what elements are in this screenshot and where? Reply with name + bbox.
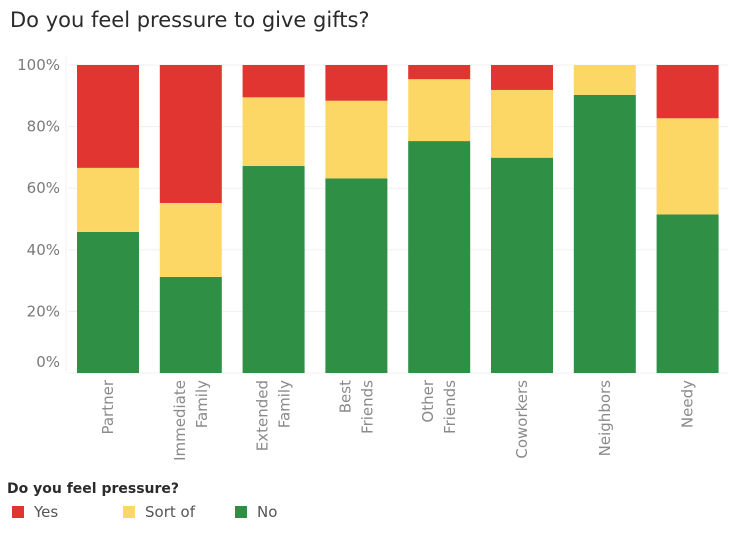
bars — [77, 65, 719, 373]
bar-segment-sort-of — [491, 89, 553, 158]
x-axis: Partner Immediate Family Extended Family Best… — [99, 379, 697, 461]
bar-segment-yes — [491, 65, 553, 90]
y-axis: 0% 20% 40% 60% 80% 100% — [17, 55, 67, 373]
x-tick-label: Neighbors — [596, 380, 614, 457]
x-tick-label: Needy — [679, 380, 697, 428]
y-tick-label: 40% — [27, 241, 60, 259]
bar-segment-yes — [242, 65, 305, 98]
bar-segment-yes — [325, 65, 388, 101]
y-tick-label: 20% — [27, 302, 60, 320]
x-tick-label: Other — [419, 379, 437, 422]
bar-segment-no — [573, 94, 636, 373]
x-tick-label: Friends — [441, 380, 459, 434]
x-tick-label: Family — [193, 380, 211, 428]
legend-swatch-no — [235, 506, 247, 518]
bar-segment-sort-of — [77, 167, 139, 232]
bar-segment-no — [491, 157, 553, 373]
bar-segment-sort-of — [408, 79, 471, 142]
x-tick-label: Immediate — [171, 380, 189, 461]
bar-segment-no — [408, 141, 471, 373]
legend-label-sort-of: Sort of — [145, 503, 195, 521]
bar-segment-sort-of — [325, 100, 388, 179]
x-tick-label: Extended — [254, 380, 272, 451]
y-tick-label: 80% — [27, 118, 60, 136]
bar-segment-sort-of — [159, 202, 222, 277]
x-tick-label: Best — [336, 380, 354, 413]
legend-title: Do you feel pressure? — [7, 481, 180, 497]
legend-swatch-sort-of — [123, 506, 135, 518]
legend-label-yes: Yes — [34, 503, 59, 521]
x-tick-label: Partner — [99, 379, 117, 434]
x-tick-label: Coworkers — [513, 380, 531, 459]
x-tick-label: Friends — [358, 380, 376, 434]
legend-label-no: No — [257, 503, 278, 521]
stacked-bar-chart: 0%20%40%60%80%100% Partner Immediate Famil… — [17, 55, 728, 461]
bar-segment-yes — [656, 65, 719, 119]
legend-swatch-yes — [12, 506, 24, 518]
bar-segment-no — [159, 276, 222, 373]
y-tick-label: 0% — [36, 353, 60, 371]
y-tick-label: 100% — [17, 56, 60, 74]
bar-segment-no — [325, 178, 388, 373]
bar-segment-no — [242, 166, 305, 373]
bar-segment-no — [77, 231, 139, 373]
bar-segment-no — [656, 214, 719, 373]
bar-segment-sort-of — [242, 97, 305, 167]
bar-segment-yes — [408, 65, 471, 80]
bar-segment-sort-of — [573, 65, 636, 95]
bar-segment-yes — [159, 65, 222, 203]
legend-item-no[interactable]: No — [235, 503, 277, 521]
chart-title: Do you feel pressure to give gifts? — [10, 8, 370, 32]
bar-segment-yes — [77, 65, 139, 168]
bar-segment-sort-of — [656, 118, 719, 215]
y-tick-label: 60% — [27, 179, 60, 197]
legend-item-yes[interactable]: Yes — [12, 503, 58, 521]
x-tick-label: Family — [276, 380, 294, 428]
legend-item-sort-of[interactable]: Sort of — [123, 503, 195, 521]
